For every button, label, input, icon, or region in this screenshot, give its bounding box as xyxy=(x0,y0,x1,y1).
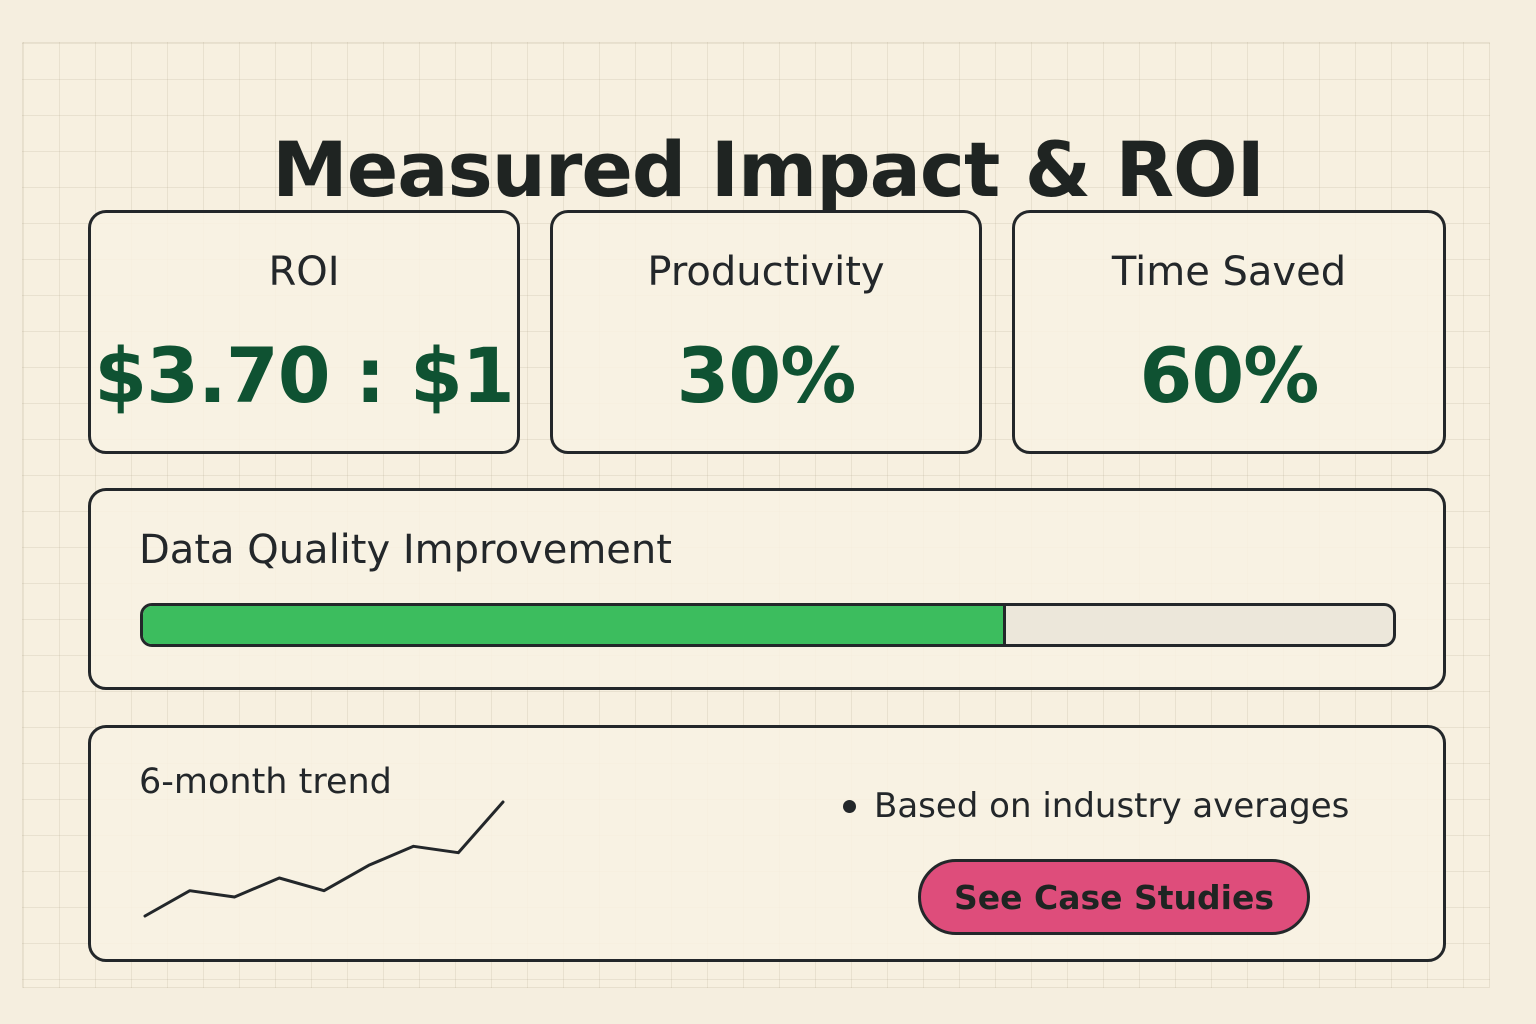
data-quality-label: Data Quality Improvement xyxy=(139,527,672,573)
see-case-studies-button[interactable]: See Case Studies xyxy=(918,859,1310,935)
productivity-card: Productivity 30% xyxy=(550,210,982,454)
roi-label: ROI xyxy=(268,249,340,295)
time-saved-label: Time Saved xyxy=(1111,249,1347,295)
productivity-label: Productivity xyxy=(647,249,885,295)
industry-note-text: Based on industry averages xyxy=(874,786,1350,826)
trend-line xyxy=(143,800,505,918)
trend-label: 6-month trend xyxy=(139,762,392,802)
data-quality-card: Data Quality Improvement xyxy=(88,488,1446,690)
roi-card: ROI $3.70 : $1 xyxy=(88,210,520,454)
roi-value: $3.70 : $1 xyxy=(94,331,514,420)
trend-card: 6-month trend Based on industry averages… xyxy=(88,725,1446,962)
page-title: Measured Impact & ROI xyxy=(272,124,1265,214)
time-saved-card: Time Saved 60% xyxy=(1012,210,1446,454)
productivity-value: 30% xyxy=(676,331,857,420)
industry-note: Based on industry averages xyxy=(843,786,1349,826)
data-quality-progress-bar xyxy=(140,603,1396,647)
data-quality-progress-fill xyxy=(143,606,1006,644)
time-saved-value: 60% xyxy=(1139,331,1320,420)
bullet-icon xyxy=(843,799,856,813)
